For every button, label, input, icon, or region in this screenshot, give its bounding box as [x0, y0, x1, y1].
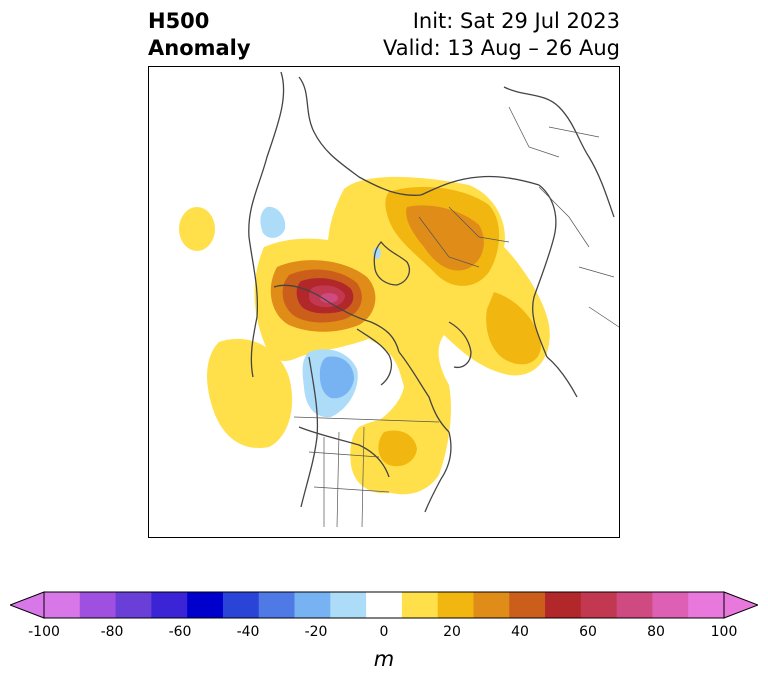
colorbar-tick-label: -80 — [100, 624, 124, 640]
colorbar-tick-label: 40 — [511, 624, 529, 640]
colorbar-segment — [545, 592, 582, 618]
positive-anomaly-contours — [179, 176, 550, 495]
colorbar-segment — [115, 592, 152, 618]
anomaly-blob — [207, 338, 293, 449]
title-line-2: Anomaly — [148, 36, 251, 60]
anomaly-blob — [378, 430, 417, 467]
colorbar-segment — [330, 592, 367, 618]
colorbar-tick-label: 60 — [579, 624, 597, 640]
colorbar-segment — [294, 592, 331, 618]
anomaly-blob — [179, 207, 215, 251]
colorbar-segment — [509, 592, 546, 618]
valid-range: Valid: 13 Aug – 26 Aug — [382, 36, 620, 60]
political-borders — [293, 106, 619, 528]
colorbar-segment — [187, 592, 224, 618]
colorbar-overflow-arrow — [723, 591, 758, 619]
colorbar-tick-label: 0 — [379, 624, 389, 640]
colorbar-tick-label: -100 — [28, 624, 60, 640]
colorbar-tick-label: -20 — [304, 624, 328, 640]
colorbar-segment — [401, 592, 439, 618]
anomaly-map — [179, 71, 619, 528]
colorbar-segment — [688, 592, 725, 618]
anomaly-blob — [319, 356, 354, 399]
colorbar-segment — [222, 592, 260, 618]
anomaly-core — [320, 293, 338, 303]
coastlines — [248, 71, 615, 513]
colorbar-segment — [473, 592, 510, 618]
colorbar-tick-label: 20 — [443, 624, 461, 640]
colorbar-segment — [437, 592, 474, 618]
colorbar-segments — [44, 592, 725, 618]
map-title: H500 Anomaly — [148, 8, 251, 62]
anomaly-blob — [260, 206, 286, 238]
colorbar-tick-label: -40 — [236, 624, 260, 640]
colorbar-segment — [258, 592, 296, 618]
colorbar-segment — [366, 592, 403, 618]
colorbar-segment — [616, 592, 653, 618]
map-panel — [148, 66, 620, 538]
forecast-dates: Init: Sat 29 Jul 2023 Valid: 13 Aug – 26… — [383, 8, 620, 62]
colorbar-segment — [652, 592, 689, 618]
colorbar-tick-label: 80 — [647, 624, 665, 640]
colorbar-tick-label: 100 — [710, 624, 738, 640]
anomaly-blob — [486, 292, 541, 365]
title-line-1: H500 — [148, 9, 210, 33]
colorbar-segment — [44, 592, 81, 618]
colorbar — [10, 591, 758, 619]
colorbar-unit: m — [373, 647, 395, 671]
anomaly-blob — [406, 205, 484, 271]
colorbar-segment — [79, 592, 117, 618]
colorbar-segment — [580, 592, 618, 618]
init-date: Init: Sat 29 Jul 2023 — [412, 9, 620, 33]
colorbar-underflow-arrow — [10, 591, 45, 619]
colorbar-tick-label: -60 — [168, 624, 192, 640]
colorbar-outline — [43, 591, 725, 619]
colorbar-segment — [151, 592, 188, 618]
